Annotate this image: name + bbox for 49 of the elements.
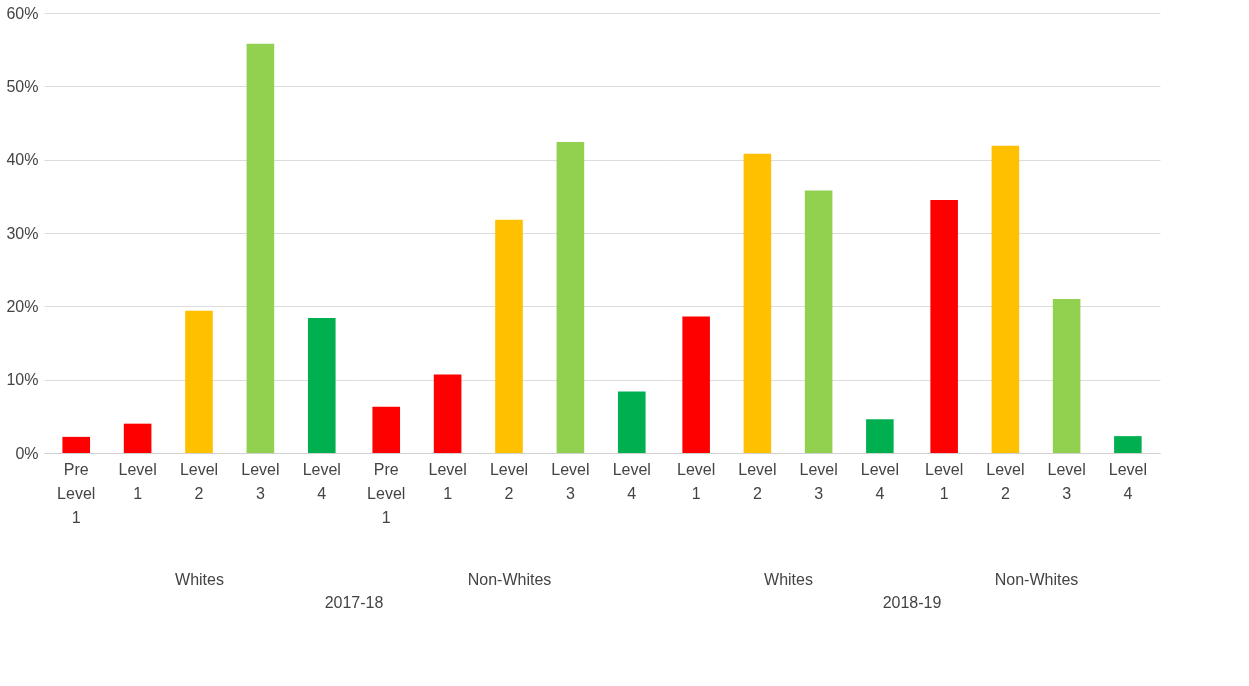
bar xyxy=(372,406,401,453)
bar xyxy=(617,391,646,453)
bar xyxy=(246,43,275,453)
x-tick-label: Pre Level 1 xyxy=(367,460,406,526)
x-axis-title: Non-Whites xyxy=(994,570,1079,588)
bar xyxy=(743,153,772,453)
x-axis-title: Whites xyxy=(764,570,813,588)
x-tick-label: Level 2 xyxy=(179,460,219,502)
bar xyxy=(991,145,1020,453)
x-tick-label: Level 1 xyxy=(118,460,157,502)
y-tick-label: 40% xyxy=(6,151,39,169)
x-tick-label: Level 3 xyxy=(241,460,280,502)
bar xyxy=(307,318,336,453)
bar xyxy=(556,142,585,453)
x-tick-label: Level 1 xyxy=(677,460,716,502)
y-tick-label: 20% xyxy=(6,297,39,315)
x-axis-title: Whites xyxy=(175,570,224,588)
bar xyxy=(866,419,894,453)
x-tick-label: Level 4 xyxy=(612,460,651,502)
bar xyxy=(1052,299,1081,453)
bar xyxy=(682,316,710,453)
bar xyxy=(433,374,462,453)
bar xyxy=(123,423,152,453)
x-tick-label: Level 1 xyxy=(428,460,467,502)
text: 2018-19 xyxy=(882,594,942,611)
text: 2017-18 xyxy=(324,594,384,611)
x-tick-label: Level 2 xyxy=(738,460,777,502)
x-tick-label: Level 4 xyxy=(1108,460,1147,502)
x-tick-label: Level 4 xyxy=(302,460,341,502)
x-axis-title: Non-Whites xyxy=(467,570,552,588)
x-tick-label: Level 2 xyxy=(489,460,529,502)
y-tick-label: 30% xyxy=(6,224,39,242)
bar xyxy=(185,310,213,453)
bar xyxy=(930,200,958,453)
x-tick-label: Level 3 xyxy=(1047,460,1086,502)
x-tick-label: Pre Level 1 xyxy=(57,460,96,526)
x-tick-label: Level 3 xyxy=(551,460,590,502)
bar xyxy=(495,219,523,453)
bar xyxy=(804,190,833,453)
x-tick-label: Level 4 xyxy=(860,460,899,502)
y-tick-label: 60% xyxy=(6,4,39,22)
y-tick-label: 0% xyxy=(15,444,39,462)
y-tick-label: 50% xyxy=(6,77,39,95)
x-tick-label: Level 1 xyxy=(925,460,964,502)
bar xyxy=(1114,436,1142,453)
y-tick-label: 10% xyxy=(6,371,39,389)
bar xyxy=(62,436,91,453)
x-tick-label: Level 2 xyxy=(986,460,1025,502)
x-tick-label: Level 3 xyxy=(799,460,838,502)
